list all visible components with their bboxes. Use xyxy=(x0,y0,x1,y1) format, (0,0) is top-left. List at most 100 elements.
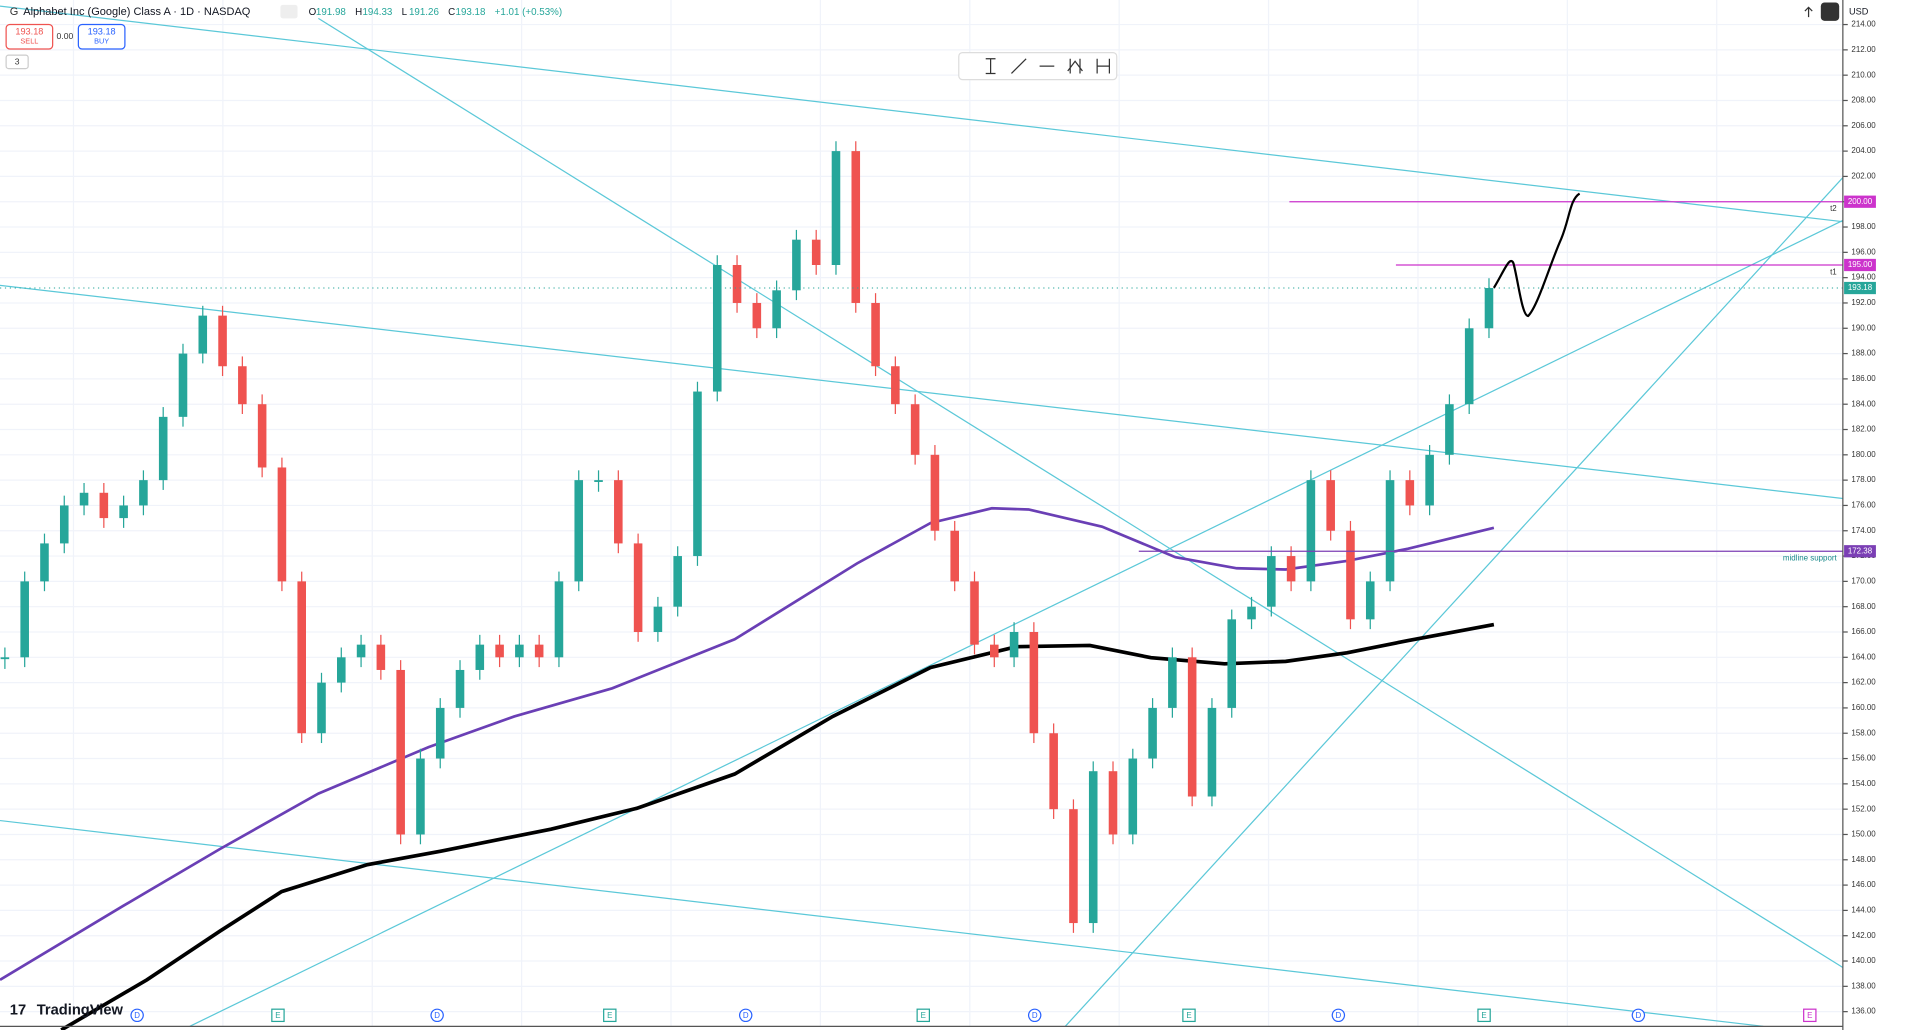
candle-body xyxy=(1484,288,1494,329)
event-marker[interactable] xyxy=(1182,1008,1196,1023)
candle-body xyxy=(792,239,801,291)
y-tick-label: 174.00 xyxy=(1851,526,1876,535)
candle-body xyxy=(1108,771,1118,835)
ohlc-value: 194.33 xyxy=(362,7,392,18)
candle-body xyxy=(356,644,366,658)
candle-body xyxy=(178,353,188,417)
y-tick-label: 170.00 xyxy=(1851,576,1876,585)
moving-average-50 xyxy=(0,506,1495,981)
event-marker-label: E xyxy=(1481,1011,1486,1020)
currency[interactable]: USD xyxy=(1849,7,1869,17)
event-marker-label: D xyxy=(1636,1011,1642,1020)
y-tick-label: 210.00 xyxy=(1851,70,1876,79)
level-note: t2 xyxy=(1830,204,1837,213)
trend-lines xyxy=(0,5,1844,1027)
candle-body xyxy=(1247,606,1256,620)
event-marker[interactable] xyxy=(1631,1008,1646,1023)
event-marker-label: E xyxy=(1186,1011,1191,1020)
candle-body xyxy=(1385,480,1395,582)
sell-price: 193.18 xyxy=(15,26,43,36)
candle-body xyxy=(99,492,109,519)
ohlc-key: L xyxy=(402,7,408,18)
candle-body xyxy=(158,416,168,481)
trend-line xyxy=(1064,177,1844,1027)
scroll-icon xyxy=(1804,6,1813,18)
candle-body xyxy=(871,302,880,367)
y-tick-label: 154.00 xyxy=(1851,779,1876,788)
candle-body xyxy=(1049,733,1058,810)
candle-body xyxy=(752,302,762,329)
moving-average-200 xyxy=(60,622,1495,1030)
candle-body xyxy=(614,480,623,544)
candle-body xyxy=(1306,480,1316,582)
event-marker[interactable] xyxy=(1027,1008,1042,1023)
candle-body xyxy=(317,682,326,734)
candle-body xyxy=(277,467,287,582)
projection-drawing xyxy=(1492,192,1581,318)
event-marker[interactable] xyxy=(1803,1008,1817,1023)
ohlc-value: 193.18 xyxy=(456,7,486,18)
event-marker[interactable] xyxy=(130,1008,144,1023)
candle-body xyxy=(831,151,841,265)
logo-mark: 17 xyxy=(10,1002,26,1018)
candles xyxy=(0,141,1494,933)
y-tick-label: 214.00 xyxy=(1851,20,1876,29)
candle-body xyxy=(238,366,247,405)
y-tick-label: 168.00 xyxy=(1851,602,1876,611)
price-tag: 195.00 xyxy=(1848,260,1873,269)
candle-body xyxy=(139,480,148,506)
candle-body xyxy=(1286,556,1296,582)
price-tag-bg xyxy=(1844,195,1876,208)
candle-body xyxy=(653,606,663,632)
levels: t2 t1 midline support xyxy=(0,201,1843,563)
event-marker-label: E xyxy=(607,1011,612,1020)
tool-icon xyxy=(1096,58,1110,74)
tool-icon xyxy=(1010,58,1027,74)
tool-button[interactable] xyxy=(1065,56,1085,76)
event-marker[interactable] xyxy=(1331,1008,1346,1023)
screenshot-button[interactable] xyxy=(1820,2,1840,21)
logo: G xyxy=(10,6,19,18)
candle-body xyxy=(950,530,959,582)
event-marker[interactable] xyxy=(916,1008,930,1023)
eye-toggle[interactable] xyxy=(280,4,298,19)
y-tick-label: 164.00 xyxy=(1851,652,1876,661)
candle-body xyxy=(732,264,742,303)
y-tick-label: 138.00 xyxy=(1851,981,1876,990)
candle-body xyxy=(594,480,603,482)
event-marker[interactable] xyxy=(738,1008,753,1023)
y-tick-label: 206.00 xyxy=(1851,121,1876,130)
candle-body xyxy=(811,239,821,265)
event-marker[interactable] xyxy=(603,1008,617,1023)
ohlc-value: 191.26 xyxy=(409,7,439,18)
buy-button[interactable] xyxy=(77,23,126,50)
indicators-toggle[interactable] xyxy=(5,54,29,70)
candle-body xyxy=(20,581,29,658)
y-tick-label: 212.00 xyxy=(1851,45,1876,54)
price-axis xyxy=(1842,0,1920,1030)
level-note: t1 xyxy=(1830,267,1837,276)
candle-body xyxy=(119,505,128,519)
candle-body xyxy=(891,366,900,405)
ohlc-value: 191.98 xyxy=(316,7,346,18)
candle-body xyxy=(633,543,643,632)
tool-icon xyxy=(985,58,996,75)
price-tag: 200.00 xyxy=(1848,197,1873,206)
y-tick-label: 178.00 xyxy=(1851,475,1876,484)
y-tick-label: 146.00 xyxy=(1851,880,1876,889)
y-tick-label: 152.00 xyxy=(1851,804,1876,813)
candle-body xyxy=(1187,657,1197,797)
candle-body xyxy=(435,707,445,759)
y-tick-label: 194.00 xyxy=(1851,273,1876,282)
sell-button[interactable] xyxy=(5,23,54,50)
y-tick-label: 166.00 xyxy=(1851,627,1876,636)
event-marker[interactable] xyxy=(430,1008,444,1023)
event-marker[interactable] xyxy=(1477,1008,1491,1023)
y-tick-label: 158.00 xyxy=(1851,728,1876,737)
sell-label: SELL xyxy=(20,37,38,46)
trend-line xyxy=(318,17,1844,969)
event-marker[interactable] xyxy=(271,1008,285,1023)
y-tick-label: 150.00 xyxy=(1851,830,1876,839)
price-tag-bg xyxy=(1844,281,1876,295)
